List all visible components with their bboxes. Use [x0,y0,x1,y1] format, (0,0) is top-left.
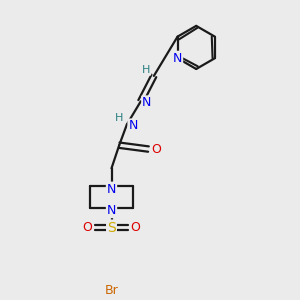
Text: O: O [83,221,93,234]
Text: S: S [107,220,116,235]
Text: N: N [142,96,152,110]
Text: Br: Br [105,284,118,297]
Text: O: O [151,142,161,156]
Text: H: H [115,113,123,123]
Text: O: O [130,221,140,234]
Text: N: N [107,183,116,196]
Text: N: N [128,119,138,133]
Text: N: N [173,52,182,65]
Text: N: N [107,204,116,217]
Text: H: H [142,65,150,75]
